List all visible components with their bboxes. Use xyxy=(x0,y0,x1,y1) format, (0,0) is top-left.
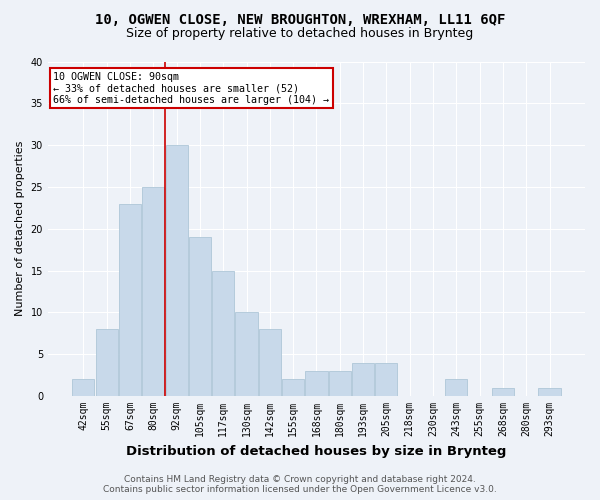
Text: 10, OGWEN CLOSE, NEW BROUGHTON, WREXHAM, LL11 6QF: 10, OGWEN CLOSE, NEW BROUGHTON, WREXHAM,… xyxy=(95,12,505,26)
Bar xyxy=(352,362,374,396)
Bar xyxy=(445,380,467,396)
Bar xyxy=(73,380,94,396)
Bar xyxy=(119,204,141,396)
Bar xyxy=(305,371,328,396)
Text: Contains HM Land Registry data © Crown copyright and database right 2024.
Contai: Contains HM Land Registry data © Crown c… xyxy=(103,474,497,494)
Text: Size of property relative to detached houses in Brynteg: Size of property relative to detached ho… xyxy=(127,28,473,40)
Bar xyxy=(95,329,118,396)
Bar xyxy=(235,312,257,396)
Text: 10 OGWEN CLOSE: 90sqm
← 33% of detached houses are smaller (52)
66% of semi-deta: 10 OGWEN CLOSE: 90sqm ← 33% of detached … xyxy=(53,72,329,104)
Bar xyxy=(282,380,304,396)
Bar xyxy=(142,187,164,396)
Bar xyxy=(538,388,560,396)
Bar xyxy=(376,362,397,396)
X-axis label: Distribution of detached houses by size in Brynteg: Distribution of detached houses by size … xyxy=(126,444,506,458)
Bar xyxy=(259,329,281,396)
Bar xyxy=(212,270,235,396)
Y-axis label: Number of detached properties: Number of detached properties xyxy=(15,141,25,316)
Bar xyxy=(166,145,188,396)
Bar xyxy=(329,371,351,396)
Bar xyxy=(492,388,514,396)
Bar xyxy=(189,237,211,396)
